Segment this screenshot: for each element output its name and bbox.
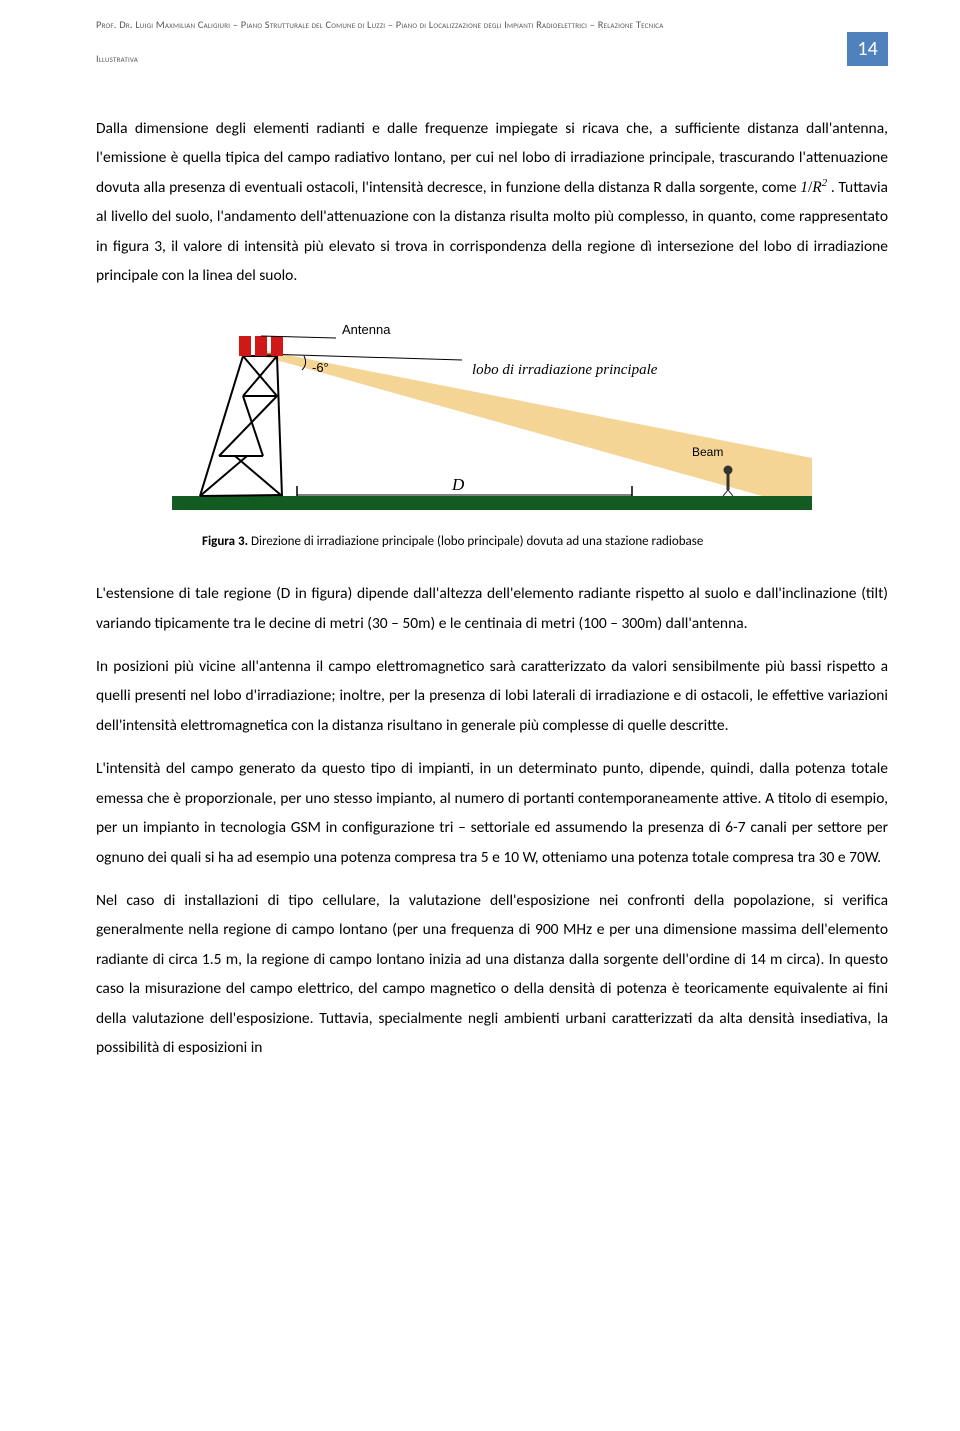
header-line-2: Illustrativa [96, 52, 138, 66]
page: Prof. Dr. Luigi Maxmilian Caligiuri – Pi… [0, 0, 960, 1117]
figure-3-svg: Antenna -6° lobo di irradiazione princip… [172, 320, 812, 520]
label-d: D [451, 475, 465, 494]
figure-3-caption: Figura 3. Direzione di irradiazione prin… [172, 530, 812, 555]
figure-3: Antenna -6° lobo di irradiazione princip… [172, 320, 812, 555]
label-beam: Beam [692, 445, 723, 459]
antenna-icon [239, 336, 283, 356]
label-antenna: Antenna [342, 322, 391, 337]
paragraph-3: In posizioni più vicine all'antenna il c… [96, 652, 888, 740]
paragraph-4: L'intensità del campo generato da questo… [96, 754, 888, 872]
paragraph-1: Dalla dimensione degli elementi radianti… [96, 114, 888, 291]
paragraph-2: L'estensione di tale regione (D in figur… [96, 579, 888, 638]
ground [172, 496, 812, 510]
body-text: Dalla dimensione degli elementi radianti… [96, 114, 888, 1063]
figure-caption-bold: Figura 3. [202, 534, 248, 549]
figure-caption-rest: Direzione di irradiazione principale (lo… [248, 534, 703, 549]
label-angle: -6° [312, 360, 329, 375]
paragraph-5: Nel caso di installazioni di tipo cellul… [96, 886, 888, 1063]
header-line-1: Prof. Dr. Luigi Maxmilian Caligiuri – Pi… [96, 18, 888, 32]
label-lobo: lobo di irradiazione principale [472, 362, 658, 378]
page-number-badge: 14 [847, 32, 888, 66]
inline-formula: 1/R2 [800, 179, 827, 196]
page-header: Prof. Dr. Luigi Maxmilian Caligiuri – Pi… [96, 18, 888, 66]
tower-icon [200, 356, 282, 496]
paragraph-1a: Dalla dimensione degli elementi radianti… [96, 119, 888, 197]
